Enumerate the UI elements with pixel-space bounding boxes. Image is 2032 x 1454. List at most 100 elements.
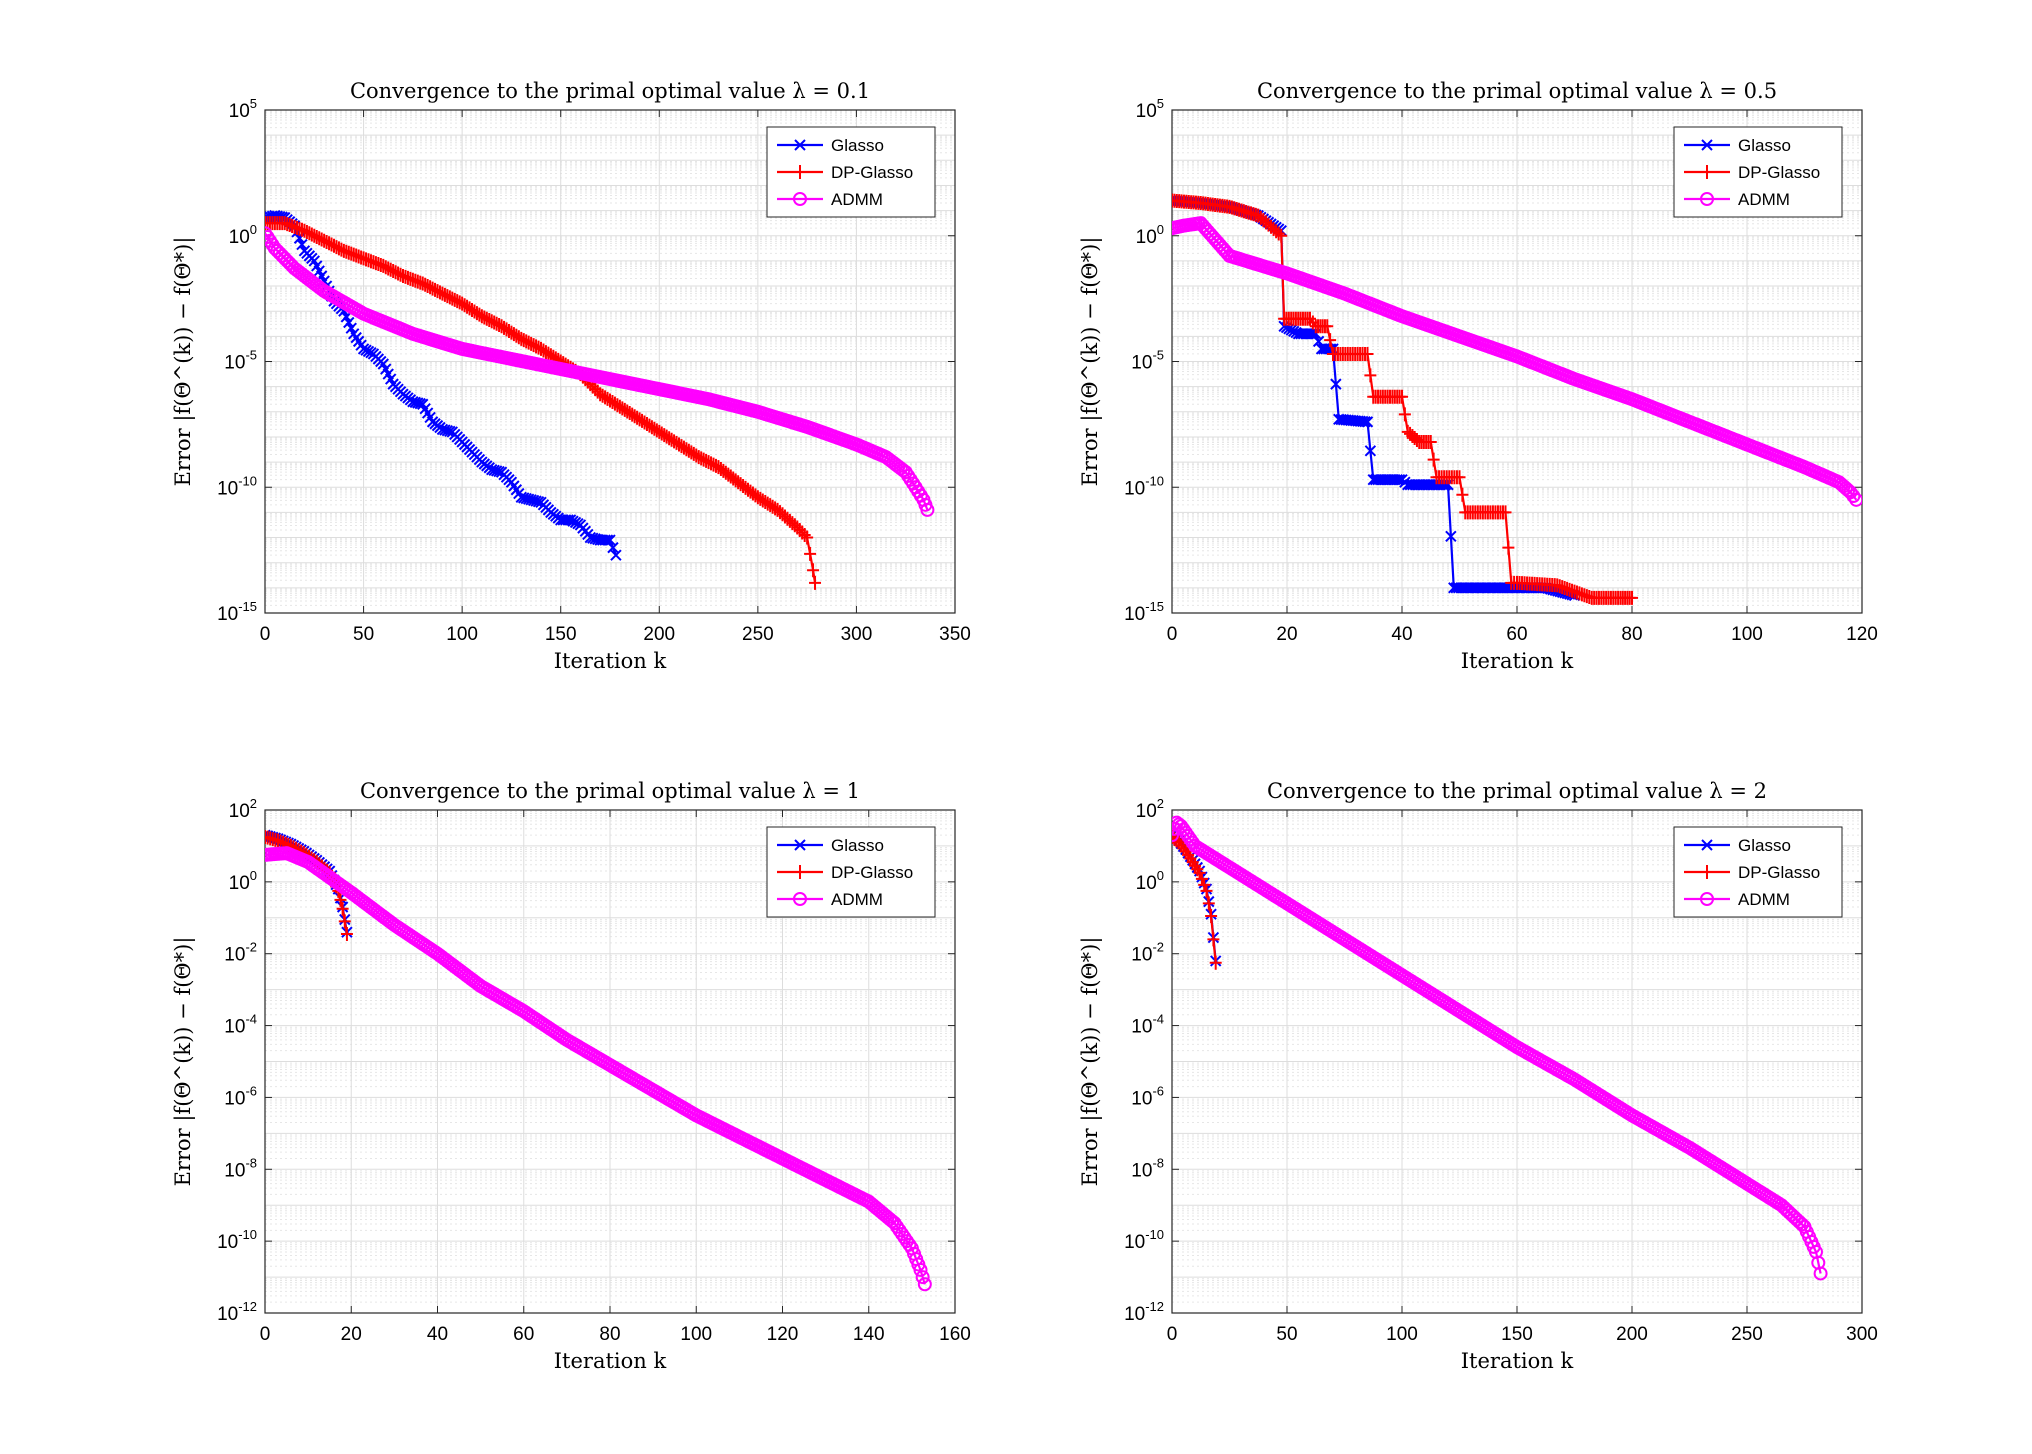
series-dp-glasso-marker: [1272, 226, 1285, 241]
legend-entry-dp-glasso: DP-Glasso: [777, 163, 913, 182]
series-admm-marker: [1849, 492, 1862, 507]
series-dp-glasso-marker: [1182, 847, 1195, 862]
subplot-lambda-1: 0 20 40 60 80 100 120 140 160 10-12 10-10 10-8 10-6 1…: [171, 779, 971, 1373]
y-tick-label: 10-5: [1131, 348, 1164, 374]
series-admm: [1172, 216, 1862, 507]
series-admm: [265, 226, 935, 517]
chart-title: Convergence to the primal optimal value …: [1267, 779, 1767, 803]
series-glasso-marker: [607, 541, 619, 554]
legend-entry-dp-glasso-marker: [1701, 165, 1713, 179]
y-axis-label: Error |f(Θ^(k)) − f(Θ*)|: [171, 237, 196, 487]
legend-entry-glasso-label: Glasso: [1738, 836, 1791, 855]
series-glasso-marker: [1364, 445, 1377, 457]
series-glasso-marker: [1359, 415, 1371, 428]
series-glasso-marker: [610, 549, 622, 561]
y-tick-label: 10-10: [217, 473, 257, 499]
series-group: [265, 829, 932, 1292]
series-dp-glasso-marker: [1184, 851, 1197, 866]
y-tick-label: 100: [1136, 222, 1164, 248]
y-tick-label: 10-2: [1131, 940, 1164, 966]
series-dp-glasso-marker: [338, 914, 351, 929]
series-dp-glasso-marker: [336, 901, 349, 916]
y-tick-label: 10-12: [217, 1299, 257, 1325]
y-tick-label: 10-2: [224, 940, 257, 966]
series-glasso-marker: [1391, 473, 1403, 486]
series-admm-marker: [915, 1270, 930, 1285]
x-tick-label: 100: [1386, 1324, 1418, 1345]
legend-entry-dp-glasso-label: DP-Glasso: [1738, 863, 1820, 882]
series-glasso-marker: [1445, 530, 1457, 542]
series-dp-glasso-marker: [1205, 908, 1218, 923]
y-tick-label: 10-5: [224, 348, 257, 374]
chart-title: Convergence to the primal optimal value …: [360, 779, 860, 803]
x-tick-label: 50: [353, 624, 374, 645]
series-dp-glasso-marker: [271, 833, 284, 848]
x-tick-label: 160: [939, 1324, 971, 1345]
series-dp-glasso-marker: [1275, 228, 1288, 243]
series-admm-marker: [1813, 1266, 1828, 1281]
series-dp-glasso-marker: [1191, 862, 1204, 877]
series-admm-marker: [917, 1277, 932, 1292]
legend-entry-dp-glasso-label: DP-Glasso: [831, 163, 913, 182]
series-admm-marker: [1846, 489, 1861, 504]
x-tick-label: 40: [427, 1324, 448, 1345]
x-tick-label: 250: [742, 624, 774, 645]
y-tick-label: 105: [1136, 96, 1164, 122]
series-dp-glasso-marker: [1195, 871, 1208, 886]
series-dp-glasso-marker: [1456, 487, 1469, 502]
legend: Glasso DP-Glasso ADMM: [766, 126, 936, 218]
legend-entry-dp-glasso-marker: [794, 865, 806, 879]
series-admm: [1172, 815, 1828, 1281]
y-tick-label: 10-10: [1124, 1227, 1164, 1253]
y-tick-label: 100: [1136, 868, 1164, 894]
y-tick-label: 10-15: [217, 599, 257, 625]
legend: Glasso DP-Glasso ADMM: [1673, 126, 1843, 218]
subplot-lambda-2: 0 50 100 150 200 250 300 10-12 10-10 10-8 10-6 10-4…: [1078, 779, 1878, 1373]
legend-entry-admm-marker: [1700, 892, 1714, 906]
x-tick-label: 0: [260, 1324, 271, 1345]
series-group: [1172, 193, 1862, 605]
x-tick-label: 150: [545, 624, 577, 645]
legend-entry-dp-glasso: DP-Glasso: [777, 863, 913, 882]
series-admm-marker: [1838, 481, 1853, 496]
legend-entry-admm: ADMM: [1684, 190, 1790, 209]
series-dp-glasso-marker: [1364, 368, 1377, 383]
y-tick-label: 10-10: [217, 1227, 257, 1253]
y-tick-label: 10-12: [1124, 1299, 1164, 1325]
subplot-lambda-0.5: 0 20 40 60 80 100 120 10-15 10-10 10-5 100 105 Conve…: [1078, 79, 1878, 673]
legend-entry-admm: ADMM: [1684, 890, 1790, 909]
legend-entry-admm-label: ADMM: [831, 190, 883, 209]
legend-entry-glasso-label: Glasso: [831, 836, 884, 855]
series-dp-glasso-marker: [1626, 590, 1638, 605]
series-dp-glasso-marker: [807, 563, 820, 578]
legend-entry-glasso: Glasso: [777, 836, 884, 855]
series-dp-glasso-marker: [340, 926, 353, 941]
x-tick-label: 140: [853, 1324, 885, 1345]
series-dp-glasso-marker: [801, 530, 814, 545]
series-glasso-marker: [1310, 328, 1322, 340]
y-tick-label: 10-4: [1131, 1012, 1164, 1038]
series-glasso-marker: [296, 238, 308, 251]
series-dp-glasso-marker: [334, 892, 347, 907]
legend-entry-glasso-label: Glasso: [1738, 136, 1791, 155]
legend-entry-dp-glasso-label: DP-Glasso: [831, 863, 913, 882]
subplot-lambda-0.1: 0 50 100 150 200 250 300 350 10-15 10-10 10-5 100 10…: [171, 79, 971, 673]
x-tick-label: 80: [1621, 624, 1642, 645]
x-tick-label: 40: [1391, 624, 1412, 645]
legend-entry-dp-glasso-label: DP-Glasso: [1738, 163, 1820, 182]
series-dp-glasso: [265, 216, 822, 590]
y-tick-label: 102: [229, 796, 257, 822]
y-tick-label: 10-15: [1124, 599, 1164, 625]
series-glasso-marker: [601, 534, 614, 546]
x-tick-label: 100: [680, 1324, 712, 1345]
legend-entry-admm: ADMM: [777, 890, 883, 909]
series-dp-glasso-marker: [1321, 319, 1334, 334]
y-axis-label: Error |f(Θ^(k)) − f(Θ*)|: [1078, 237, 1103, 487]
series-dp-glasso-marker: [1398, 407, 1411, 422]
legend: Glasso DP-Glasso ADMM: [766, 826, 936, 918]
series-dp-glasso-marker: [1502, 540, 1515, 555]
x-axis-label: Iteration k: [554, 1349, 667, 1373]
series-dp-glasso-marker: [1179, 844, 1192, 859]
y-axis-label: Error |f(Θ^(k)) − f(Θ*)|: [1078, 937, 1103, 1187]
series-dp-glasso-marker: [1361, 346, 1374, 361]
